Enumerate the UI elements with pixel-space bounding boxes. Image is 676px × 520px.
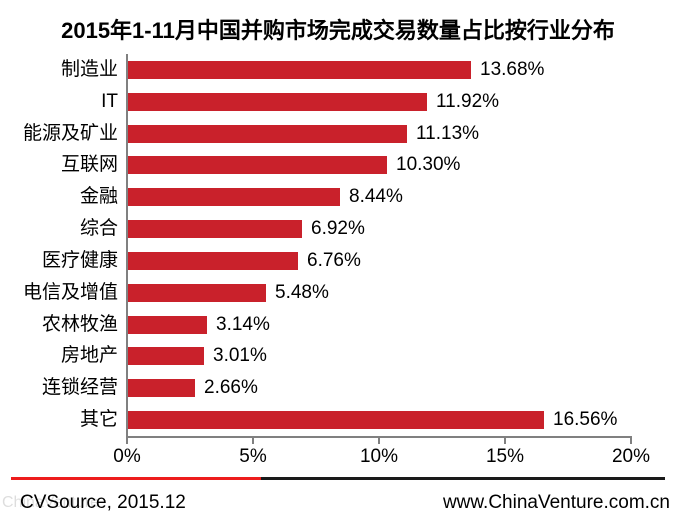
bar-0 <box>128 60 471 79</box>
category-label-9: 房地产 <box>60 345 118 367</box>
bar-9 <box>128 347 204 366</box>
x-tick-mark-3 <box>504 438 506 444</box>
x-tick-mark-1 <box>252 438 254 444</box>
bar-7 <box>128 283 266 302</box>
value-label-4: 8.44% <box>349 186 403 208</box>
x-tick-mark-4 <box>630 438 632 444</box>
bar-5 <box>128 220 302 239</box>
x-tick-label-2: 10% <box>359 446 399 467</box>
x-tick-label-0: 0% <box>113 446 141 467</box>
x-tick-mark-2 <box>378 438 380 444</box>
x-tick-label-3: 15% <box>485 446 525 467</box>
bar-4 <box>128 188 340 207</box>
watermark: ChinaVenture <box>2 494 99 511</box>
value-label-11: 16.56% <box>553 409 618 431</box>
value-label-9: 3.01% <box>213 345 267 367</box>
category-label-8: 农林牧渔 <box>41 313 118 335</box>
value-label-2: 11.13% <box>416 122 480 144</box>
footer-website-text: www.ChinaVenture.com.cn <box>442 492 670 513</box>
bar-11 <box>128 411 544 430</box>
value-label-5: 6.92% <box>311 218 365 240</box>
footer-divider-black <box>261 477 665 480</box>
x-axis-line <box>126 436 632 438</box>
bar-2 <box>128 124 407 143</box>
x-tick-label-1: 5% <box>239 446 267 467</box>
category-label-1: IT <box>101 90 118 112</box>
value-label-8: 3.14% <box>216 313 270 335</box>
bar-3 <box>128 156 387 175</box>
category-label-7: 电信及增值 <box>22 281 118 303</box>
value-label-6: 6.76% <box>307 249 361 271</box>
category-label-0: 制造业 <box>60 58 118 80</box>
category-label-4: 金融 <box>79 186 118 208</box>
value-label-10: 2.66% <box>204 377 258 399</box>
chart-title: 2015年1-11月中国并购市场完成交易数量占比按行业分布 <box>61 18 615 43</box>
category-label-6: 医疗健康 <box>41 249 118 271</box>
x-tick-label-4: 20% <box>611 446 651 467</box>
bar-6 <box>128 251 298 270</box>
bar-10 <box>128 379 195 398</box>
footer-divider-red <box>11 477 261 480</box>
value-label-0: 13.68% <box>480 58 545 80</box>
value-label-1: 11.92% <box>436 90 500 112</box>
bar-8 <box>128 315 207 334</box>
category-label-3: 互联网 <box>60 154 118 176</box>
category-label-5: 综合 <box>79 218 118 240</box>
value-label-7: 5.48% <box>275 281 329 303</box>
bar-1 <box>128 92 427 111</box>
category-label-10: 连锁经营 <box>41 377 118 399</box>
y-axis-line <box>126 54 128 444</box>
category-label-11: 其它 <box>79 409 118 431</box>
value-label-3: 10.30% <box>396 154 461 176</box>
footer-source-text: CVSource, 2015.12 <box>20 492 186 513</box>
x-tick-mark-0 <box>126 438 128 444</box>
category-label-2: 能源及矿业 <box>22 122 118 144</box>
